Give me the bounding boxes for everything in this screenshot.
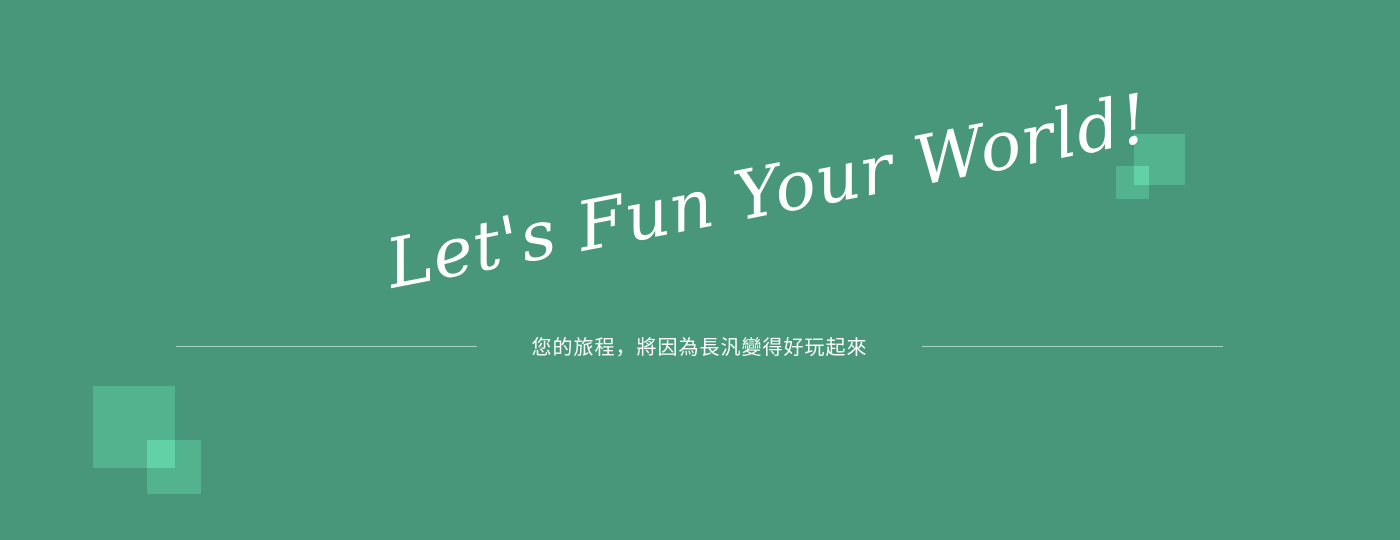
- decor-square-overlap: [147, 440, 175, 468]
- decor-square-top-right-overlap: [1134, 166, 1149, 185]
- tagline: 您的旅程，將因為長汎變得好玩起來: [531, 335, 868, 359]
- divider-right: [922, 346, 1223, 347]
- divider-left: [176, 346, 477, 347]
- slogan-text: Let's Fun Your World!: [378, 79, 1155, 305]
